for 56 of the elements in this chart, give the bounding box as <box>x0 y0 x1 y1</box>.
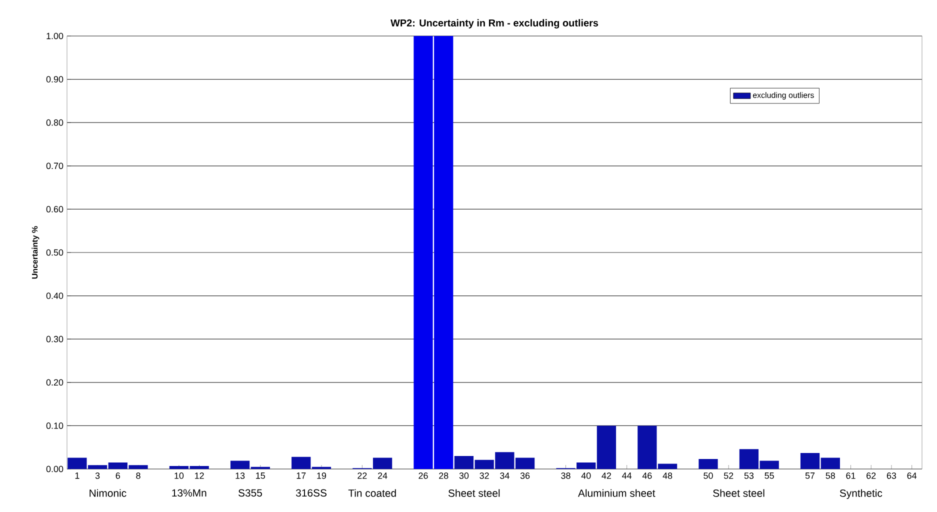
x-tick-label: 32 <box>480 472 489 479</box>
x-tick-label: 64 <box>907 472 917 479</box>
x-tick-label: 50 <box>704 472 713 479</box>
y-tick-label: 0.70 <box>46 162 64 170</box>
text: 13%Mn <box>172 489 206 497</box>
x-tick-label: 3 <box>95 472 100 479</box>
x-tick-label: 30 <box>459 472 469 479</box>
text: Nimonic <box>90 489 126 497</box>
x-tick-label: 48 <box>662 472 672 479</box>
x-tick-label: 38 <box>561 472 570 479</box>
x-tick-label: 40 <box>581 472 591 479</box>
y-tick-label: 0.00 <box>46 466 64 472</box>
text: Tin coated <box>348 489 396 497</box>
y-tick-label: 0.80 <box>46 119 64 126</box>
x-tick-label: 12 <box>195 472 204 479</box>
x-tick-label: 63 <box>886 472 896 479</box>
x-tick-label: 8 <box>136 472 140 479</box>
y-tick-label: 0.90 <box>46 76 64 82</box>
chart-title: WP2: Uncertainty in Rm - excluding outliers <box>390 19 598 28</box>
x-tick-label: 52 <box>724 472 734 479</box>
y-tick-label: 0.40 <box>46 292 64 299</box>
text: Sheet steel <box>713 489 764 497</box>
x-tick-label: 61 <box>846 472 856 479</box>
text: Synthetic <box>840 489 882 499</box>
x-tick-label: 17 <box>296 472 306 479</box>
x-tick-label: 36 <box>520 472 530 479</box>
x-tick-label: 46 <box>642 472 652 479</box>
y-tick-label: 0.60 <box>46 206 64 212</box>
x-tick-label: 1 <box>75 472 80 479</box>
y-tick-label: 0.20 <box>46 379 64 386</box>
y-tick-label: 1.00 <box>46 32 64 40</box>
text: Aluminium sheet <box>578 489 656 497</box>
x-tick-label: 34 <box>500 472 510 479</box>
x-tick-label: 10 <box>174 472 184 479</box>
x-tick-label: 53 <box>744 472 754 479</box>
x-tick-label: 55 <box>764 472 774 479</box>
x-tick-label: 6 <box>116 472 120 479</box>
x-tick-label: 22 <box>358 472 367 479</box>
y-tick-label: 0.30 <box>46 336 64 342</box>
text: Sheet steel <box>448 489 500 497</box>
x-tick-label: 24 <box>378 472 388 479</box>
x-tick-label: 44 <box>622 472 632 479</box>
x-tick-label: 58 <box>826 472 835 479</box>
x-tick-label: 26 <box>418 472 428 479</box>
x-tick-label: 19 <box>317 472 326 479</box>
x-tick-label: 15 <box>256 472 265 479</box>
x-tick-label: 57 <box>805 472 815 479</box>
bar <box>698 459 718 469</box>
x-tick-label: 42 <box>602 472 611 479</box>
y-tick-label: 0.50 <box>46 249 64 256</box>
text: 316SS <box>296 489 327 497</box>
text: S355 <box>238 489 262 497</box>
x-tick-label: 62 <box>866 472 876 479</box>
x-tick-label: 28 <box>439 472 448 479</box>
y-tick-label: 0.10 <box>46 422 64 429</box>
x-tick-label: 13 <box>236 472 245 479</box>
